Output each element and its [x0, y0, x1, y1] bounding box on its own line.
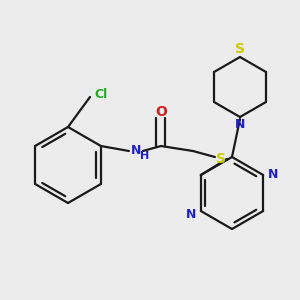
Text: Cl: Cl	[94, 88, 107, 101]
Text: S: S	[235, 42, 245, 56]
Text: N: N	[131, 145, 141, 158]
Text: S: S	[216, 152, 226, 166]
Text: H: H	[140, 151, 149, 161]
Text: N: N	[268, 169, 278, 182]
Text: N: N	[186, 208, 196, 221]
Text: O: O	[155, 105, 167, 119]
Text: N: N	[235, 118, 245, 131]
